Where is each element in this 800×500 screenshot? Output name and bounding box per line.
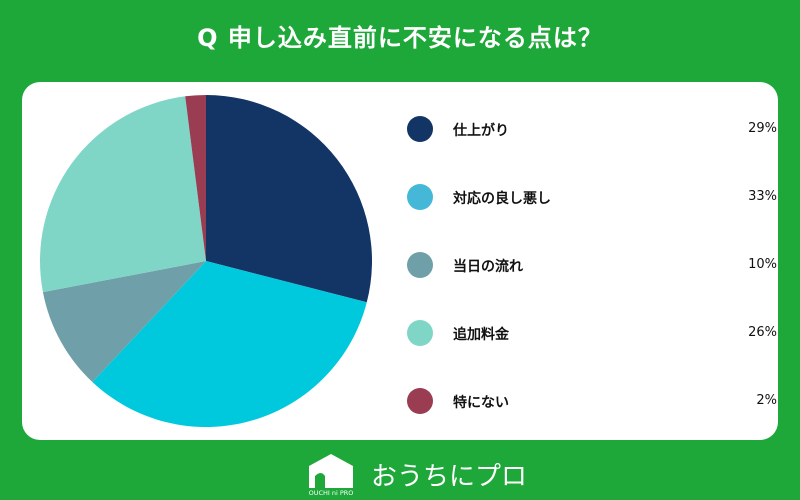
legend-value: 26%: [748, 325, 777, 340]
house-logo-icon: OUCHI ni PRO: [305, 452, 357, 497]
pie-slice-3: [39, 96, 206, 293]
pie-slice-4: [185, 95, 206, 261]
pie-slice-1: [92, 261, 367, 427]
brand-name: おうちにプロ: [371, 461, 528, 492]
chart-title: Q 申し込み直前に不安になる点は？: [197, 24, 603, 52]
legend-item: 仕上がり 29%: [407, 114, 777, 144]
legend-item: 特にない 2%: [407, 386, 777, 416]
legend-item: 対応の良し悪し 33%: [407, 182, 777, 212]
legend-label: 対応の良し悪し: [453, 191, 551, 207]
pie-slice-2: [42, 261, 207, 383]
legend-swatch: [407, 320, 433, 346]
legend-label: 特にない: [453, 395, 509, 411]
legend-swatch: [407, 184, 433, 210]
legend-value: 10%: [748, 257, 777, 272]
svg-text:OUCHI ni PRO: OUCHI ni PRO: [309, 489, 354, 496]
legend-swatch: [407, 116, 433, 142]
chart-card: 仕上がり 29% 対応の良し悪し 33% 当日の流れ 10% 追加料金 26% 特にない 2%: [22, 82, 778, 440]
legend-label: 当日の流れ: [453, 259, 523, 275]
pie-slice-0: [206, 95, 372, 303]
footer-logo: OUCHI ni PRO おうちにプロ: [305, 452, 528, 497]
pie-chart: [39, 95, 372, 427]
legend-value: 29%: [748, 121, 777, 136]
legend-swatch: [407, 388, 433, 414]
legend-label: 追加料金: [453, 327, 509, 343]
legend-item: 当日の流れ 10%: [407, 250, 777, 280]
legend-item: 追加料金 26%: [407, 318, 777, 348]
legend-label: 仕上がり: [453, 123, 509, 139]
legend-value: 33%: [748, 189, 777, 204]
legend-value: 2%: [756, 393, 777, 408]
legend-swatch: [407, 252, 433, 278]
